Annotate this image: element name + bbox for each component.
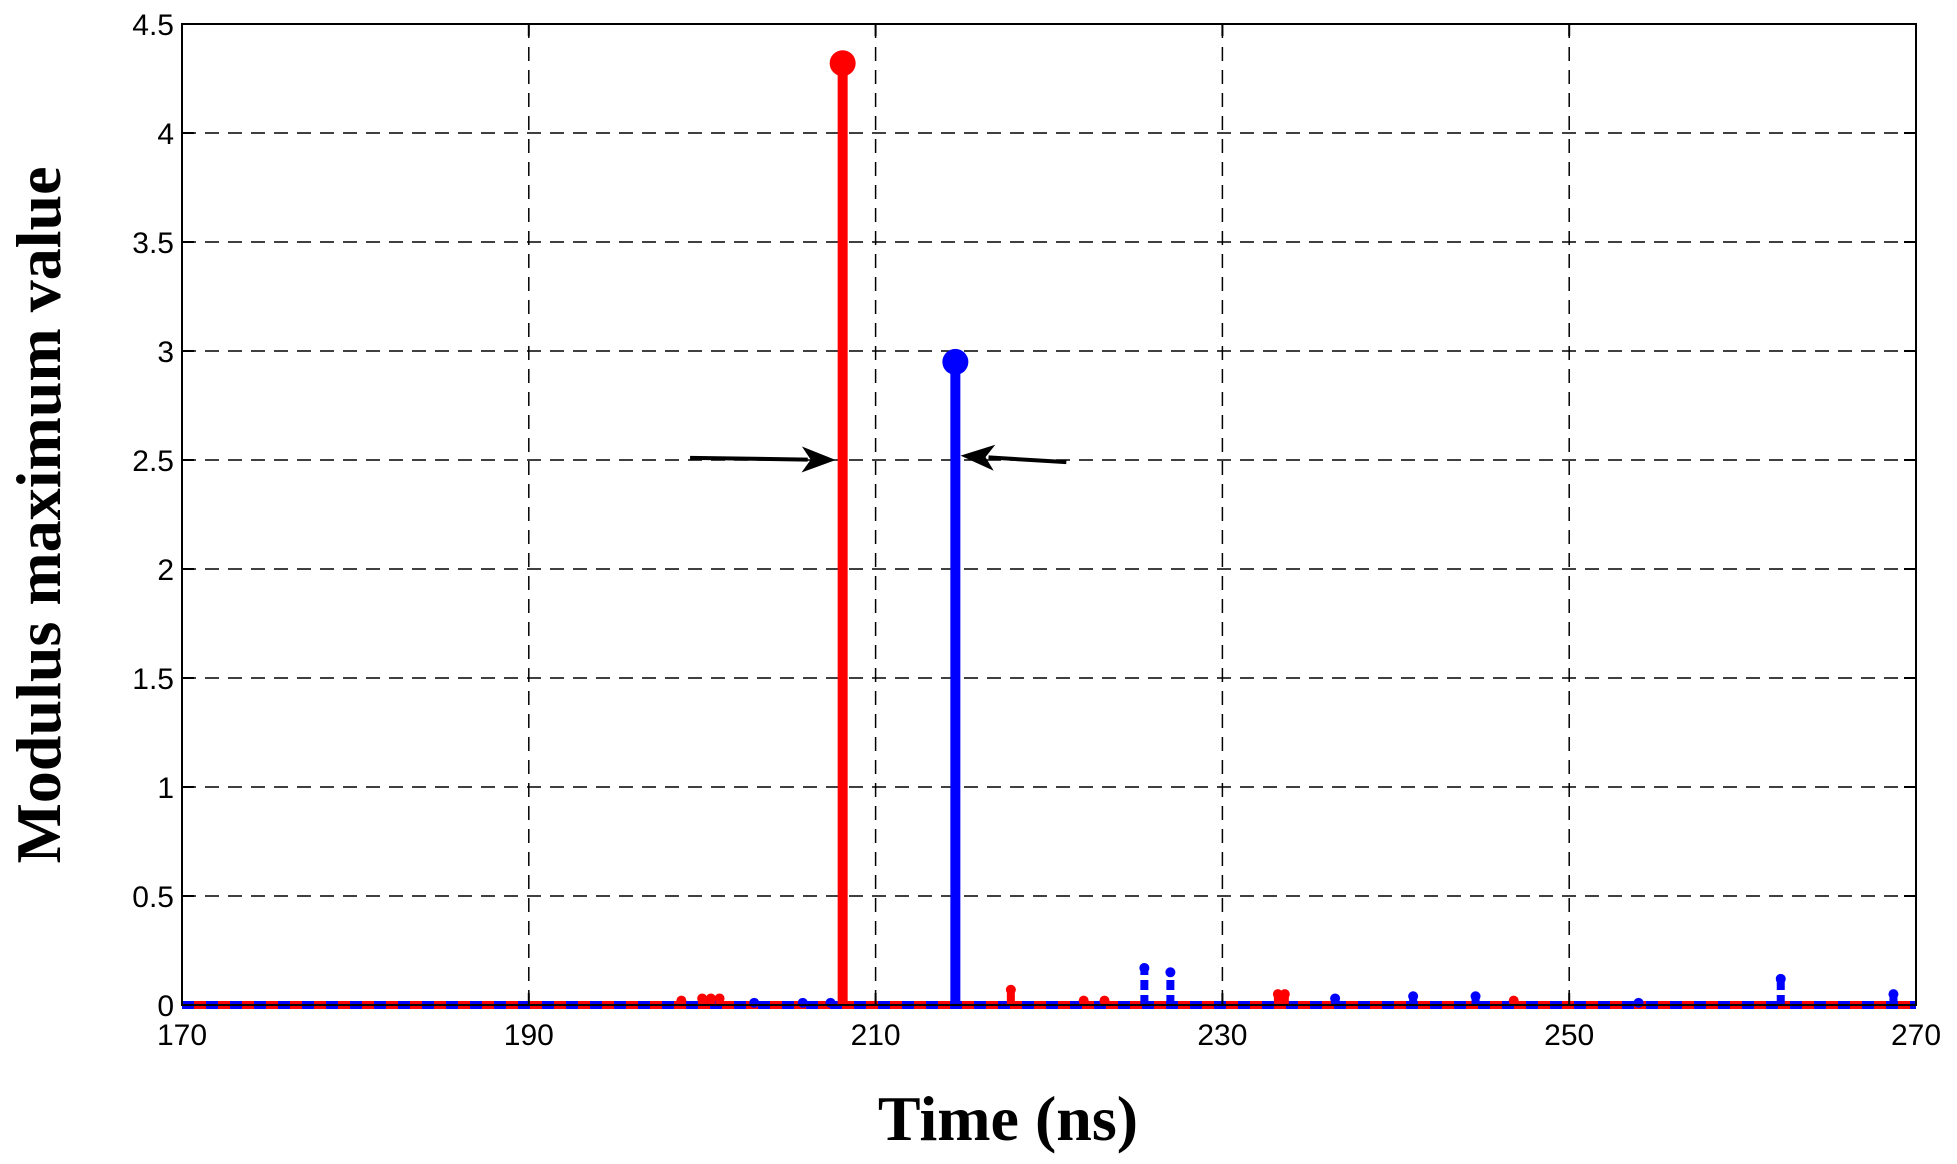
stem-marker xyxy=(1330,993,1341,1004)
series-1 xyxy=(749,348,1899,1008)
x-tick-label: 250 xyxy=(1544,1019,1594,1052)
grid xyxy=(182,24,1916,1005)
stems xyxy=(676,50,1899,1008)
stem-marker xyxy=(1408,991,1419,1002)
y-tick-label: 3.5 xyxy=(132,227,174,260)
series-0 xyxy=(676,50,1519,1006)
y-axis-title: Modulus maximum value xyxy=(3,167,74,864)
stem-marker xyxy=(1633,997,1644,1008)
y-tick-label: 1.5 xyxy=(132,663,174,696)
stem-marker xyxy=(1139,962,1150,973)
y-tick-label: 0 xyxy=(157,990,174,1023)
stem-marker xyxy=(1775,973,1786,984)
x-axis-title: Time (ns) xyxy=(878,1083,1138,1154)
x-tick-label: 170 xyxy=(157,1019,207,1052)
stem-marker xyxy=(942,348,969,375)
ticks xyxy=(181,23,1917,1006)
stem-marker xyxy=(705,993,716,1004)
stem-marker xyxy=(714,993,725,1004)
stem-marker xyxy=(1508,995,1519,1006)
y-tick-label: 1 xyxy=(157,772,174,805)
x-tick-label: 230 xyxy=(1197,1019,1247,1052)
tick-labels: 170 190 210 230 250 270 0 0.5 1 1.5 2 2.5 3 3.5 4 4.5 xyxy=(132,9,1941,1052)
stem-marker xyxy=(829,50,856,77)
plot-frame xyxy=(181,23,1917,1006)
arrow-shaft xyxy=(988,455,1067,465)
y-tick-label: 4.5 xyxy=(132,9,174,42)
y-tick-label: 4 xyxy=(157,118,174,151)
y-tick-label: 2 xyxy=(157,554,174,587)
y-tick-label: 0.5 xyxy=(132,881,174,914)
stem-marker xyxy=(1272,989,1283,1000)
stem-marker xyxy=(797,997,808,1008)
stem-marker xyxy=(825,997,836,1008)
stem-marker xyxy=(749,997,760,1008)
arrow-head xyxy=(801,446,836,473)
stem-marker xyxy=(1888,989,1899,1000)
stem-marker xyxy=(1099,995,1110,1006)
arrow-head xyxy=(960,444,996,471)
x-tick-label: 270 xyxy=(1891,1019,1941,1052)
stem-marker xyxy=(1279,989,1290,1000)
x-tick-label: 190 xyxy=(504,1019,554,1052)
annotations xyxy=(690,444,1067,473)
stem-marker xyxy=(1078,995,1089,1006)
stem-marker xyxy=(697,993,708,1004)
stem-marker xyxy=(1005,984,1016,995)
stem-marker xyxy=(1470,991,1481,1002)
plot-area xyxy=(182,24,1916,1005)
arrow-shaft xyxy=(690,455,808,462)
y-tick-label: 2.5 xyxy=(132,445,174,478)
x-tick-label: 210 xyxy=(851,1019,901,1052)
y-tick-label: 3 xyxy=(157,336,174,369)
stem-marker xyxy=(1165,967,1176,978)
stem-marker xyxy=(676,995,687,1006)
